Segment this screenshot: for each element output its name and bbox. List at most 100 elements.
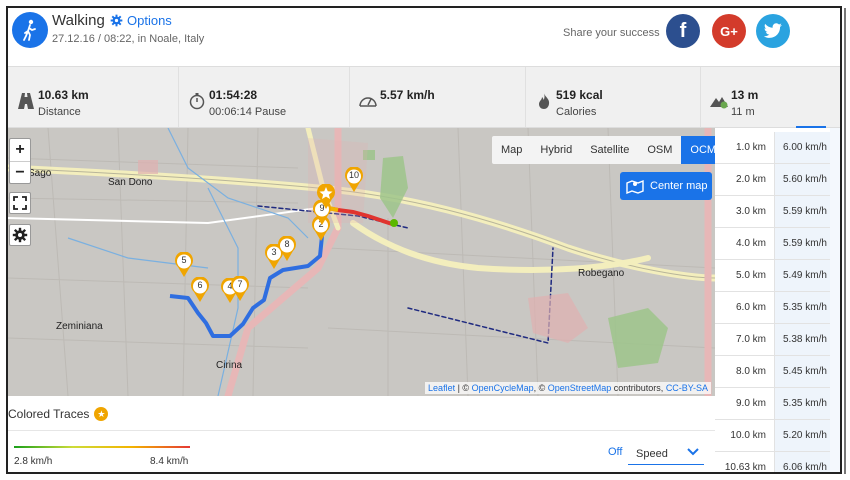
opencyclemap-link[interactable]: OpenCycleMap	[471, 383, 534, 393]
split-row: 3.0 km 5.59 km/h	[715, 196, 840, 228]
star-icon: ★	[94, 407, 109, 421]
split-distance: 9.0 km	[715, 388, 775, 419]
star-icon	[317, 183, 335, 209]
split-distance: 3.0 km	[715, 196, 775, 227]
layer-osm[interactable]: OSM	[647, 144, 673, 156]
split-speed: 5.59 km/h	[775, 196, 840, 227]
split-row: 1.0 km 6.00 km/h	[715, 132, 840, 164]
facebook-share-button[interactable]: f	[666, 14, 700, 48]
googleplus-share-button[interactable]: G+	[712, 14, 746, 48]
googleplus-icon: G+	[720, 23, 738, 39]
route-marker-label: 4	[227, 281, 233, 291]
split-speed: 6.06 km/h	[775, 452, 840, 474]
map-settings-button[interactable]	[9, 224, 31, 246]
activity-date-location: 27.12.16 / 08:22, in Noale, Italy	[52, 33, 205, 45]
trace-metric-value: Speed	[636, 447, 668, 460]
stat-elevation: 13 m 11 m	[701, 67, 840, 128]
openstreetmap-link[interactable]: OpenStreetMap	[547, 383, 612, 393]
window-edge	[842, 0, 850, 480]
stat-duration: 01:54:28 00:06:14 Pause	[179, 67, 350, 127]
split-speed: 5.49 km/h	[775, 260, 840, 291]
stopwatch-icon	[187, 91, 207, 111]
fullscreen-icon	[13, 196, 27, 210]
split-speed: 5.20 km/h	[775, 420, 840, 451]
stat-calories-value: 519 kcal	[556, 88, 603, 102]
route-marker-label: 5	[181, 255, 187, 265]
splits-scrollbar[interactable]	[830, 128, 840, 474]
place-robegano: Robegano	[578, 268, 625, 279]
colored-traces-title: Colored Traces ★	[8, 407, 109, 421]
attribution-contributors: contributors,	[611, 383, 666, 393]
center-map-button[interactable]: Center map	[620, 172, 712, 200]
route-map[interactable]: San Dono Robegano Zeminiana Cirina Sago …	[8, 128, 715, 396]
split-distance: 2.0 km	[715, 164, 775, 195]
place-cirina: Cirina	[216, 360, 243, 371]
route-marker[interactable]: 6	[190, 276, 210, 303]
stats-scroll-indicator	[796, 126, 826, 128]
road-icon	[16, 91, 36, 111]
zoom-out-button[interactable]: −	[10, 161, 30, 183]
activity-title: Walking	[52, 12, 105, 29]
attribution-sep2: , ©	[533, 383, 548, 393]
split-speed: 5.38 km/h	[775, 324, 840, 355]
split-speed: 5.45 km/h	[775, 356, 840, 387]
traces-off-button[interactable]: Off	[608, 446, 623, 458]
zoom-in-button[interactable]: +	[15, 141, 25, 158]
layer-map[interactable]: Map	[501, 144, 523, 156]
split-speed: 5.35 km/h	[775, 292, 840, 323]
stats-bar: 10.63 km Distance 01:54:28 00:06:14 Paus…	[8, 66, 840, 128]
map-icon	[626, 179, 644, 194]
trace-metric-select[interactable]: Speed	[628, 443, 704, 465]
stat-calories-label: Calories	[556, 106, 597, 118]
stat-duration-value: 01:54:28	[209, 88, 258, 102]
split-distance: 10.63 km	[715, 452, 775, 474]
split-row: 4.0 km 5.59 km/h	[715, 228, 840, 260]
divider	[8, 430, 715, 431]
speedometer-icon	[358, 91, 378, 111]
split-row: 7.0 km 5.38 km/h	[715, 324, 840, 356]
route-marker[interactable]: 7	[230, 275, 250, 302]
layer-hybrid[interactable]: Hybrid	[540, 144, 573, 156]
route-marker[interactable]: 2	[311, 215, 331, 242]
center-map-label: Center map	[650, 180, 708, 192]
gear-icon	[12, 227, 28, 243]
split-distance: 8.0 km	[715, 356, 775, 387]
map-layer-switcher: Map Hybrid Satellite OSM OCM	[492, 136, 715, 164]
flame-icon	[534, 91, 554, 111]
route-marker-label: 2	[318, 219, 324, 229]
stat-speed-value: 5.57 km/h	[380, 88, 435, 102]
options-label: Options	[127, 13, 172, 28]
zoom-control: + −	[9, 138, 31, 184]
facebook-icon: f	[679, 19, 687, 42]
split-row: 2.0 km 5.60 km/h	[715, 164, 840, 196]
stat-distance: 10.63 km Distance	[8, 67, 179, 127]
options-link[interactable]: Options	[110, 13, 172, 28]
twitter-share-button[interactable]	[756, 14, 790, 48]
split-distance: 5.0 km	[715, 260, 775, 291]
route-marker-label: 3	[271, 247, 277, 257]
split-row: 9.0 km 5.35 km/h	[715, 388, 840, 420]
colored-traces-panel: Colored Traces ★ 2.8 km/h 8.4 km/h Off S…	[8, 396, 715, 474]
leaflet-link[interactable]: Leaflet	[428, 383, 456, 393]
stat-distance-label: Distance	[38, 106, 81, 118]
route-marker-label: 9	[319, 203, 325, 213]
layer-ocm[interactable]: OCM	[681, 136, 715, 164]
split-distance: 10.0 km	[715, 420, 775, 451]
fullscreen-button[interactable]	[9, 192, 31, 214]
license-link[interactable]: CC-BY-SA	[665, 383, 708, 393]
route-marker[interactable]: 10	[344, 166, 364, 193]
map-tiles	[8, 128, 715, 396]
route-marker[interactable]: 3	[264, 243, 284, 270]
split-speed: 5.35 km/h	[775, 388, 840, 419]
split-row: 6.0 km 5.35 km/h	[715, 292, 840, 324]
activity-header: Walking Options 27.12.16 / 08:22, in Noa…	[8, 8, 840, 66]
route-marker-label: 6	[197, 280, 203, 290]
walking-icon	[12, 12, 48, 48]
start-marker[interactable]	[316, 183, 336, 210]
route-marker[interactable]: 8	[277, 235, 297, 262]
route-marker[interactable]: 5	[174, 251, 194, 278]
elevation-icon	[709, 91, 729, 111]
layer-satellite[interactable]: Satellite	[590, 144, 630, 156]
split-distance: 6.0 km	[715, 292, 775, 323]
